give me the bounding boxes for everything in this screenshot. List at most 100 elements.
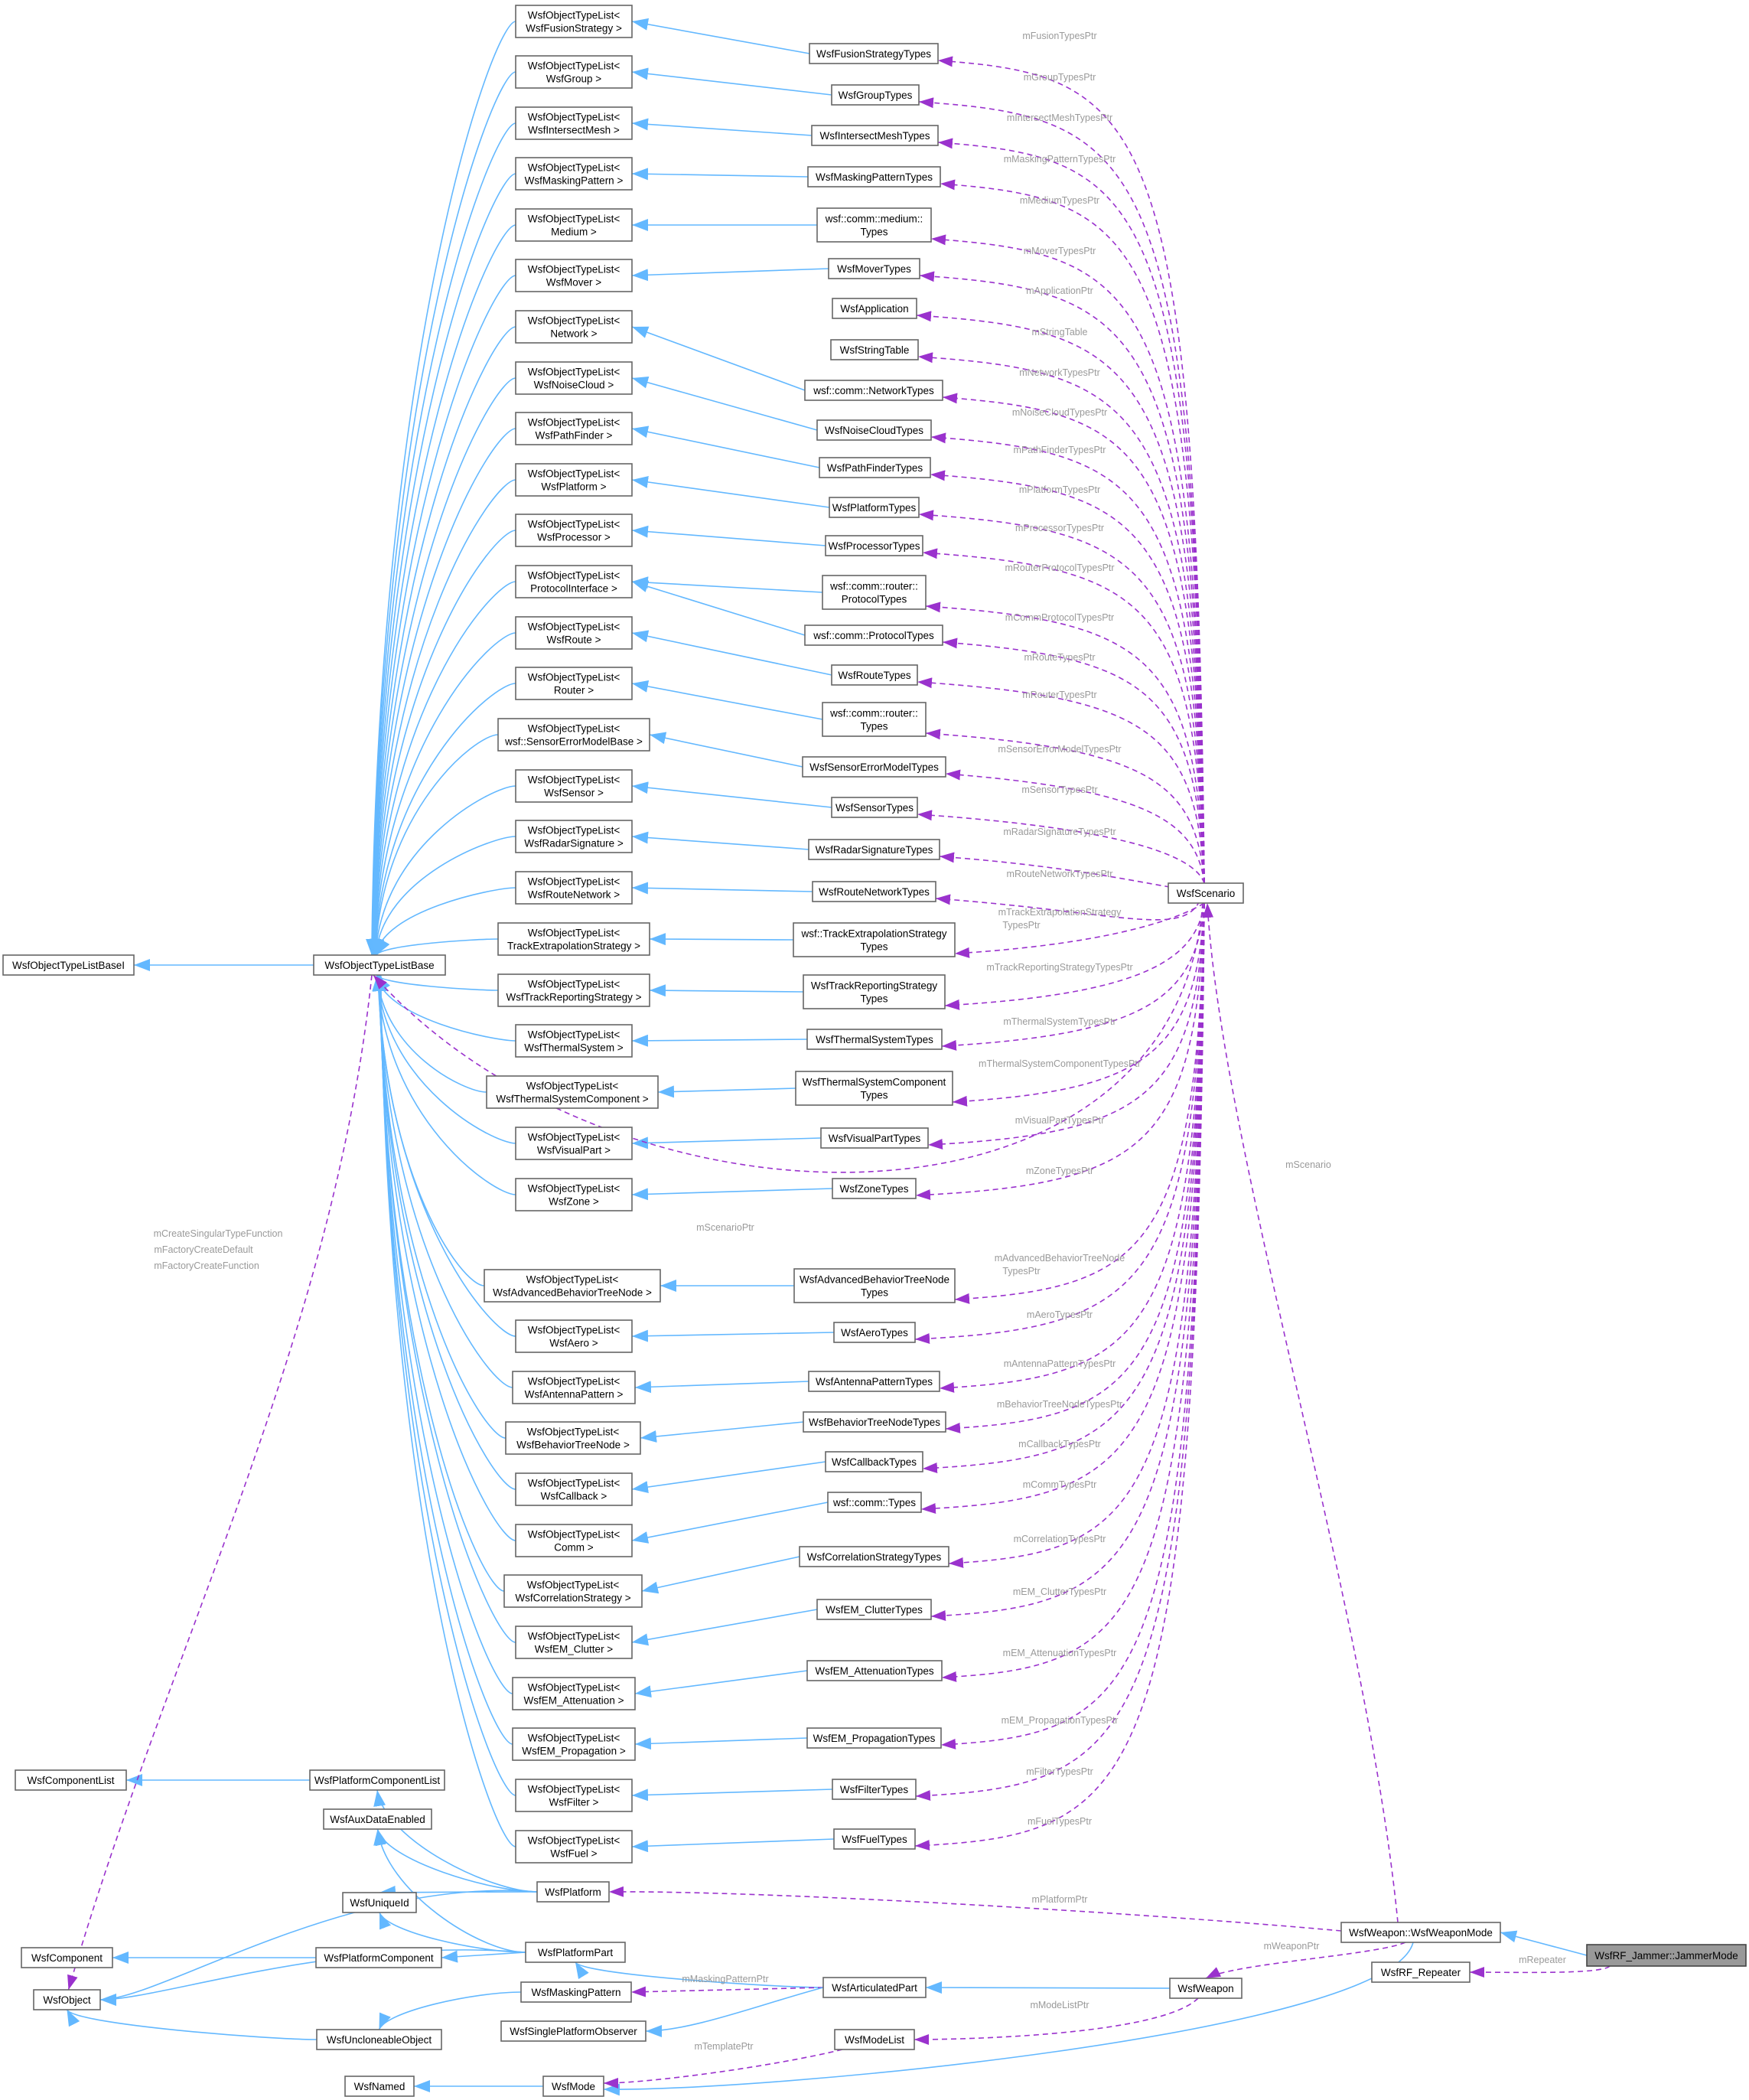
- class-node-t-mover[interactable]: WsfMoverTypes: [828, 258, 920, 279]
- class-node-list-zone[interactable]: WsfObjectTypeList<WsfZone >: [515, 1178, 633, 1211]
- class-node-artpart[interactable]: WsfArticulatedPart: [822, 1977, 927, 1998]
- class-node-list-thermalcomp[interactable]: WsfObjectTypeList< WsfThermalSystemCompon…: [486, 1075, 659, 1109]
- class-node-platcomp[interactable]: WsfPlatformComponent: [315, 1947, 442, 1968]
- class-node-t-visual[interactable]: WsfVisualPartTypes: [820, 1127, 929, 1149]
- class-node-t-thermal[interactable]: WsfThermalSystemTypes: [806, 1029, 943, 1050]
- class-node-jammermode[interactable]: WsfRF_Jammer::JammerMode: [1586, 1944, 1747, 1967]
- class-node-object[interactable]: WsfObject: [33, 1989, 101, 2010]
- class-node-t-fusion[interactable]: WsfFusionStrategyTypes: [809, 43, 939, 64]
- class-node-t-routerprot[interactable]: wsf::comm::router::ProtocolTypes: [822, 575, 927, 610]
- class-node-t-correlation[interactable]: WsfCorrelationStrategyTypes: [799, 1546, 949, 1567]
- class-node-list-intersect[interactable]: WsfObjectTypeList< WsfIntersectMesh >: [515, 106, 633, 140]
- class-node-t-fuel[interactable]: WsfFuelTypes: [833, 1828, 916, 1850]
- class-node-modelist[interactable]: WsfModeList: [834, 2029, 915, 2050]
- class-node-stringtable[interactable]: WsfStringTable: [830, 339, 919, 360]
- class-node-list-fuel[interactable]: WsfObjectTypeList<WsfFuel >: [515, 1830, 633, 1864]
- class-node-list-aero[interactable]: WsfObjectTypeList< WsfAero >: [515, 1319, 633, 1353]
- class-node-list-antenna[interactable]: WsfObjectTypeList<WsfAntennaPattern >: [512, 1371, 636, 1404]
- class-node-list-atten[interactable]: WsfObjectTypeList<WsfEM_Attenuation >: [512, 1677, 636, 1710]
- class-node-platcomplist[interactable]: WsfPlatformComponentList: [309, 1769, 445, 1791]
- class-node-t-sensorerr[interactable]: WsfSensorErrorModelTypes: [802, 756, 946, 778]
- class-node-t-processor[interactable]: WsfProcessorTypes: [825, 535, 923, 556]
- class-node-list-comm[interactable]: WsfObjectTypeList<Comm >: [515, 1524, 633, 1557]
- class-node-maskpat[interactable]: WsfMaskingPattern: [520, 1981, 632, 2003]
- class-node-list-processor[interactable]: WsfObjectTypeList< WsfProcessor >: [515, 514, 633, 547]
- class-node-t-medium[interactable]: wsf::comm::medium::Types: [816, 207, 932, 243]
- class-node-t-antenna[interactable]: WsfAntennaPatternTypes: [808, 1371, 940, 1392]
- class-node-list-noise[interactable]: WsfObjectTypeList< WsfNoiseCloud >: [515, 361, 633, 395]
- class-node-t-atten[interactable]: WsfEM_AttenuationTypes: [806, 1660, 943, 1681]
- class-node-list-medium[interactable]: WsfObjectTypeList< Medium >: [515, 208, 633, 242]
- class-node-base[interactable]: WsfObjectTypeListBase: [313, 954, 446, 976]
- class-node-list-network[interactable]: WsfObjectTypeList<Network >: [515, 310, 633, 344]
- class-node-list-visual[interactable]: WsfObjectTypeList< WsfVisualPart >: [515, 1127, 633, 1160]
- class-node-auxdata[interactable]: WsfAuxDataEnabled: [323, 1808, 432, 1830]
- class-node-list-clutter[interactable]: WsfObjectTypeList< WsfEM_Clutter >: [515, 1626, 633, 1659]
- class-node-t-masking[interactable]: WsfMaskingPatternTypes: [807, 166, 941, 188]
- class-node-list-platform[interactable]: WsfObjectTypeList<WsfPlatform >: [515, 463, 633, 497]
- class-node-t-path[interactable]: WsfPathFinderTypes: [819, 457, 931, 478]
- class-node-t-intersect[interactable]: WsfIntersectMeshTypes: [811, 125, 939, 146]
- class-node-t-radar[interactable]: WsfRadarSignatureTypes: [808, 839, 940, 860]
- class-node-list-sensor[interactable]: WsfObjectTypeList< WsfSensor >: [515, 769, 633, 803]
- class-node-t-zone[interactable]: WsfZoneTypes: [832, 1178, 917, 1199]
- class-node-named[interactable]: WsfNamed: [344, 2076, 415, 2097]
- class-node-list-thermal[interactable]: WsfObjectTypeList<WsfThermalSystem >: [515, 1024, 633, 1058]
- class-node-list-radar[interactable]: WsfObjectTypeList< WsfRadarSignature >: [515, 820, 633, 853]
- class-node-t-bt[interactable]: WsfBehaviorTreeNodeTypes: [803, 1411, 946, 1433]
- class-node-t-commprot[interactable]: wsf::comm::ProtocolTypes: [804, 624, 943, 646]
- class-node-t-comm[interactable]: wsf::comm::Types: [827, 1492, 922, 1513]
- class-node-t-noise[interactable]: WsfNoiseCloudTypes: [816, 419, 932, 441]
- class-node-t-prop[interactable]: WsfEM_PropagationTypes: [806, 1727, 942, 1749]
- class-node-weapon[interactable]: WsfWeapon: [1169, 1978, 1243, 1999]
- class-node-list-group[interactable]: WsfObjectTypeList<WsfGroup >: [515, 55, 633, 89]
- usage-edge: [930, 902, 1205, 1621]
- class-node-t-filter[interactable]: WsfFilterTypes: [832, 1779, 917, 1800]
- class-node-uncloneable[interactable]: WsfUncloneableObject: [316, 2029, 442, 2050]
- class-node-list-router[interactable]: WsfObjectTypeList< Router >: [515, 667, 633, 700]
- class-node-list-trackextrap[interactable]: WsfObjectTypeList< TrackExtrapolationStra…: [497, 922, 650, 956]
- class-node-singleobs[interactable]: WsfSinglePlatformObserver: [500, 2020, 647, 2042]
- class-node-basel[interactable]: WsfObjectTypeListBaseI: [2, 954, 135, 976]
- class-node-t-aero[interactable]: WsfAeroTypes: [833, 1322, 916, 1343]
- class-node-mode[interactable]: WsfMode: [542, 2076, 604, 2097]
- class-node-list-bt[interactable]: WsfObjectTypeList< WsfBehaviorTreeNode >: [505, 1421, 641, 1455]
- class-node-list-prop[interactable]: WsfObjectTypeList< WsfEM_Propagation >: [512, 1727, 636, 1761]
- class-node-list-mover[interactable]: WsfObjectTypeList<WsfMover >: [515, 259, 633, 292]
- class-node-platform[interactable]: WsfPlatform: [536, 1881, 610, 1903]
- class-node-t-group[interactable]: WsfGroupTypes: [831, 84, 920, 106]
- class-node-t-routenet[interactable]: WsfRouteNetworkTypes: [812, 881, 936, 902]
- class-node-list-routenet[interactable]: WsfObjectTypeList<WsfRouteNetwork >: [515, 871, 633, 905]
- class-node-list-advbt[interactable]: WsfObjectTypeList<WsfAdvancedBehaviorTre…: [484, 1269, 661, 1303]
- class-node-list-trackrep[interactable]: WsfObjectTypeList< WsfTrackReportingStrat…: [497, 973, 650, 1007]
- node-box: [808, 1371, 940, 1392]
- class-node-list-filter[interactable]: WsfObjectTypeList< WsfFilter >: [515, 1779, 633, 1812]
- class-node-t-route[interactable]: WsfRouteTypes: [831, 664, 918, 686]
- class-node-t-thermalcomp[interactable]: WsfThermalSystemComponent Types: [795, 1071, 953, 1106]
- class-node-list-callback[interactable]: WsfObjectTypeList< WsfCallback >: [515, 1472, 633, 1506]
- class-node-repeater[interactable]: WsfRF_Repeater: [1371, 1961, 1471, 1983]
- class-node-weaponmode[interactable]: WsfWeapon::WsfWeaponMode: [1340, 1922, 1501, 1943]
- class-node-platpart[interactable]: WsfPlatformPart: [525, 1942, 626, 1963]
- class-node-list-protocol[interactable]: WsfObjectTypeList<ProtocolInterface >: [515, 565, 633, 598]
- class-node-list-route[interactable]: WsfObjectTypeList<WsfRoute >: [515, 616, 633, 650]
- class-node-t-router[interactable]: wsf::comm::router::Types: [822, 702, 927, 737]
- class-node-t-callback[interactable]: WsfCallbackTypes: [825, 1451, 923, 1472]
- class-node-t-platform[interactable]: WsfPlatformTypes: [829, 497, 920, 518]
- class-node-list-sensorerr[interactable]: WsfObjectTypeList<wsf::SensorErrorModelB…: [497, 718, 650, 752]
- class-node-component[interactable]: WsfComponent: [21, 1947, 113, 1968]
- class-node-t-clutter[interactable]: WsfEM_ClutterTypes: [816, 1599, 932, 1620]
- class-node-list-path[interactable]: WsfObjectTypeList<WsfPathFinder >: [515, 412, 633, 445]
- class-node-t-sensor[interactable]: WsfSensorTypes: [831, 797, 918, 818]
- class-node-application[interactable]: WsfApplication: [832, 298, 917, 319]
- class-node-list-correlation[interactable]: WsfObjectTypeList< WsfCorrelationStrategy…: [503, 1574, 643, 1608]
- class-node-list-masking[interactable]: WsfObjectTypeList<WsfMaskingPattern >: [515, 157, 633, 191]
- class-node-list-fusion[interactable]: WsfObjectTypeList< WsfFusionStrategy >: [515, 5, 633, 38]
- class-node-uniqueid[interactable]: WsfUniqueId: [342, 1892, 417, 1913]
- class-node-t-network[interactable]: wsf::comm::NetworkTypes: [804, 380, 943, 401]
- class-node-scenario[interactable]: WsfScenario: [1168, 882, 1244, 904]
- class-node-componentlist[interactable]: WsfComponentList: [15, 1769, 127, 1791]
